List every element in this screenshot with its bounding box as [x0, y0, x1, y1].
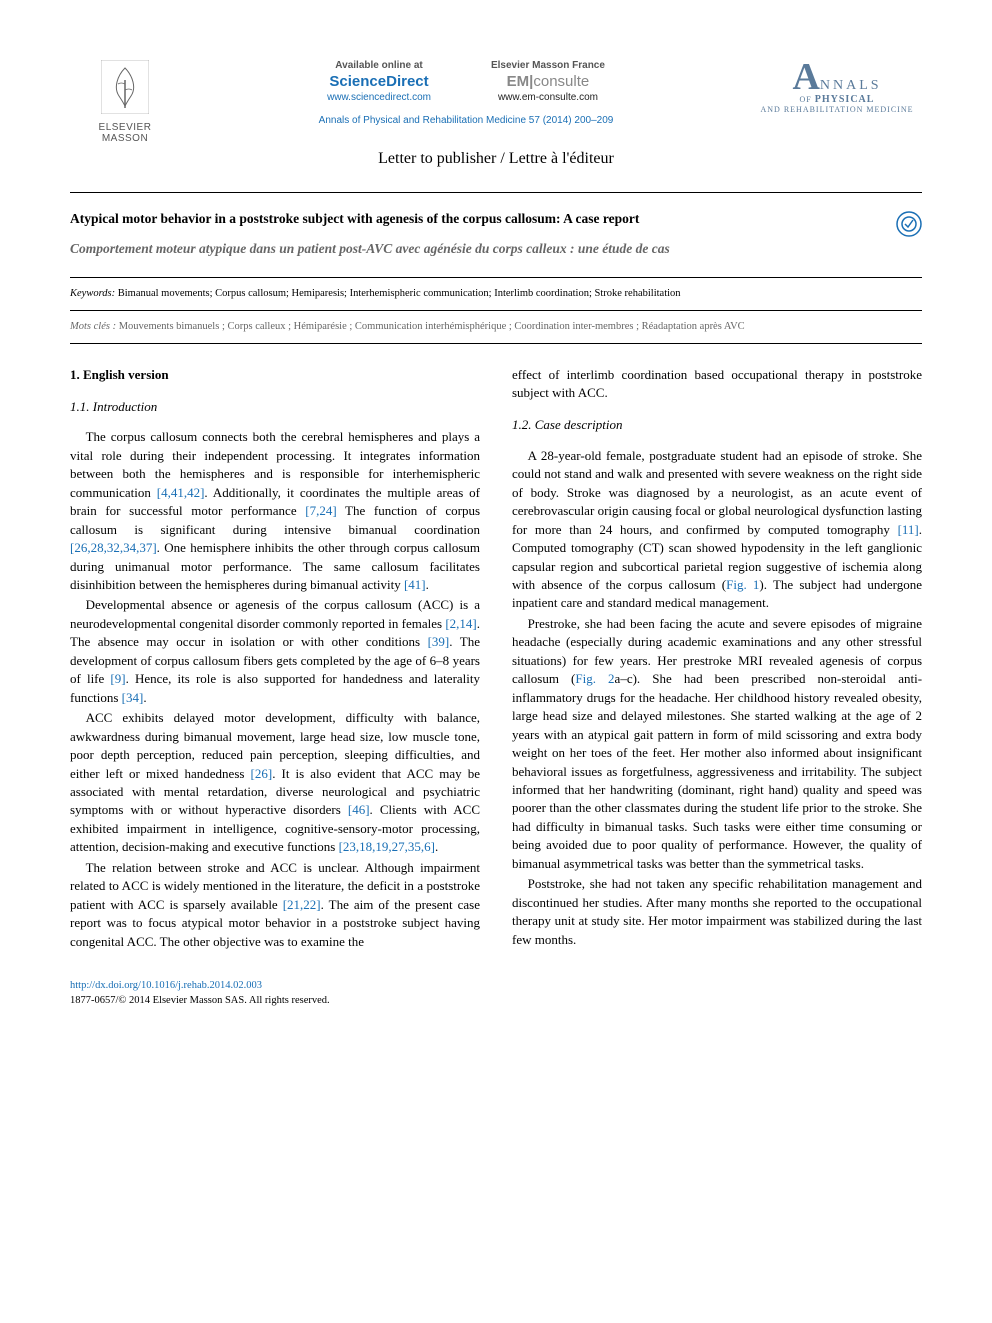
intro-para-1: The corpus callosum connects both the ce…	[70, 428, 480, 594]
section-1-1-heading: 1.1. Introduction	[70, 398, 480, 416]
em-post: consulte	[533, 73, 589, 90]
divider-mid3	[70, 343, 922, 344]
copyright-line: 1877-0657/© 2014 Elsevier Masson SAS. Al…	[70, 994, 922, 1009]
elsevier-tree-icon	[101, 60, 149, 114]
p2-text-a: Developmental absence or agenesis of the…	[70, 597, 480, 630]
divider-top	[70, 192, 922, 193]
ref-34[interactable]: [34]	[122, 690, 144, 705]
physical-text: PHYSICAL	[815, 94, 875, 105]
header: ELSEVIER MASSON Available online at Scie…	[70, 60, 922, 144]
keywords-en-text: Bimanual movements; Corpus callosum; Hem…	[118, 288, 681, 299]
p2-text-e: .	[143, 690, 146, 705]
ref-46[interactable]: [46]	[348, 802, 370, 817]
column-right: effect of interlimb coordination based o…	[512, 366, 922, 954]
em-pre: EM	[507, 73, 530, 90]
journal-title-line3: AND REHABILITATION MEDICINE	[752, 105, 922, 114]
journal-logo: ANNALS OF PHYSICAL AND REHABILITATION ME…	[752, 60, 922, 114]
footer: http://dx.doi.org/10.1016/j.rehab.2014.0…	[70, 979, 922, 1008]
header-links-row: Available online at ScienceDirect www.sc…	[180, 60, 752, 103]
case-para-1: A 28-year-old female, postgraduate stude…	[512, 447, 922, 613]
keywords-fr-block: Mots clés : Mouvements bimanuels ; Corps…	[70, 319, 922, 335]
article-title-fr: Comportement moteur atypique dans un pat…	[70, 241, 922, 257]
cp1-text-a: A 28-year-old female, postgraduate stude…	[512, 448, 922, 537]
ref-11[interactable]: [11]	[898, 522, 919, 537]
ref-2-14[interactable]: [2,14]	[445, 616, 476, 631]
emconsulte-block: Elsevier Masson France EM|consulte www.e…	[491, 60, 605, 103]
keywords-fr-text: Mouvements bimanuels ; Corps calleux ; H…	[119, 321, 745, 332]
sciencedirect-block: Available online at ScienceDirect www.sc…	[327, 60, 431, 103]
ref-9[interactable]: [9]	[110, 671, 125, 686]
fig-2-link[interactable]: Fig. 2	[575, 671, 614, 686]
body-columns: 1. English version 1.1. Introduction The…	[70, 366, 922, 954]
big-a-letter: A	[792, 60, 819, 94]
section-1-heading: 1. English version	[70, 366, 480, 384]
section-type-heading: Letter to publisher / Lettre à l'éditeur	[70, 150, 922, 168]
fig-1-link[interactable]: Fig. 1	[726, 577, 759, 592]
article-title-en: Atypical motor behavior in a poststroke …	[70, 211, 886, 227]
publisher-logo: ELSEVIER MASSON	[70, 60, 180, 144]
ref-23-18-19-27-35-6[interactable]: [23,18,19,27,35,6]	[339, 839, 435, 854]
doi-link[interactable]: http://dx.doi.org/10.1016/j.rehab.2014.0…	[70, 979, 922, 994]
intro-para-4: The relation between stroke and ACC is u…	[70, 859, 480, 951]
crossmark-icon[interactable]	[896, 211, 922, 237]
divider-mid1	[70, 277, 922, 278]
ref-26-28-32-34-37[interactable]: [26,28,32,34,37]	[70, 540, 157, 555]
masson-france-label: Elsevier Masson France	[491, 60, 605, 71]
keywords-fr-label: Mots clés :	[70, 321, 116, 332]
case-para-3: Poststroke, she had not taken any specif…	[512, 875, 922, 949]
ref-21-22[interactable]: [21,22]	[283, 897, 321, 912]
ref-39[interactable]: [39]	[428, 634, 450, 649]
article-title-row: Atypical motor behavior in a poststroke …	[70, 211, 922, 237]
emconsulte-brand[interactable]: EM|consulte	[491, 73, 605, 90]
ref-26[interactable]: [26]	[251, 766, 273, 781]
keywords-en-label: Keywords:	[70, 288, 115, 299]
case-para-2: Prestroke, she had been facing the acute…	[512, 615, 922, 873]
intro-para-3: ACC exhibits delayed motor development, …	[70, 709, 480, 857]
ref-7-24[interactable]: [7,24]	[305, 503, 336, 518]
journal-title-line2: OF PHYSICAL	[752, 94, 922, 105]
keywords-en-block: Keywords: Bimanual movements; Corpus cal…	[70, 286, 922, 302]
publisher-name: ELSEVIER MASSON	[70, 122, 180, 144]
p1-text-e: .	[426, 577, 429, 592]
center-header: Available online at ScienceDirect www.sc…	[180, 60, 752, 140]
p3-text-d: .	[435, 839, 438, 854]
intro-para-2: Developmental absence or agenesis of the…	[70, 596, 480, 707]
sciencedirect-url[interactable]: www.sciencedirect.com	[327, 92, 431, 103]
nnals-text: NNALS	[820, 78, 882, 93]
intro-para-4-cont: effect of interlimb coordination based o…	[512, 366, 922, 403]
available-at-label: Available online at	[327, 60, 431, 71]
emconsulte-url[interactable]: www.em-consulte.com	[491, 92, 605, 103]
ref-4-41-42[interactable]: [4,41,42]	[157, 485, 205, 500]
journal-title-line1: ANNALS	[752, 60, 922, 94]
column-left: 1. English version 1.1. Introduction The…	[70, 366, 480, 954]
divider-mid2	[70, 310, 922, 311]
cp2-text-b: a–c). She had been prescribed non-steroi…	[512, 671, 922, 871]
section-1-2-heading: 1.2. Case description	[512, 416, 922, 434]
of-text: OF	[800, 95, 812, 104]
sciencedirect-brand[interactable]: ScienceDirect	[327, 73, 431, 90]
citation-line: Annals of Physical and Rehabilitation Me…	[319, 115, 614, 126]
ref-41[interactable]: [41]	[404, 577, 426, 592]
